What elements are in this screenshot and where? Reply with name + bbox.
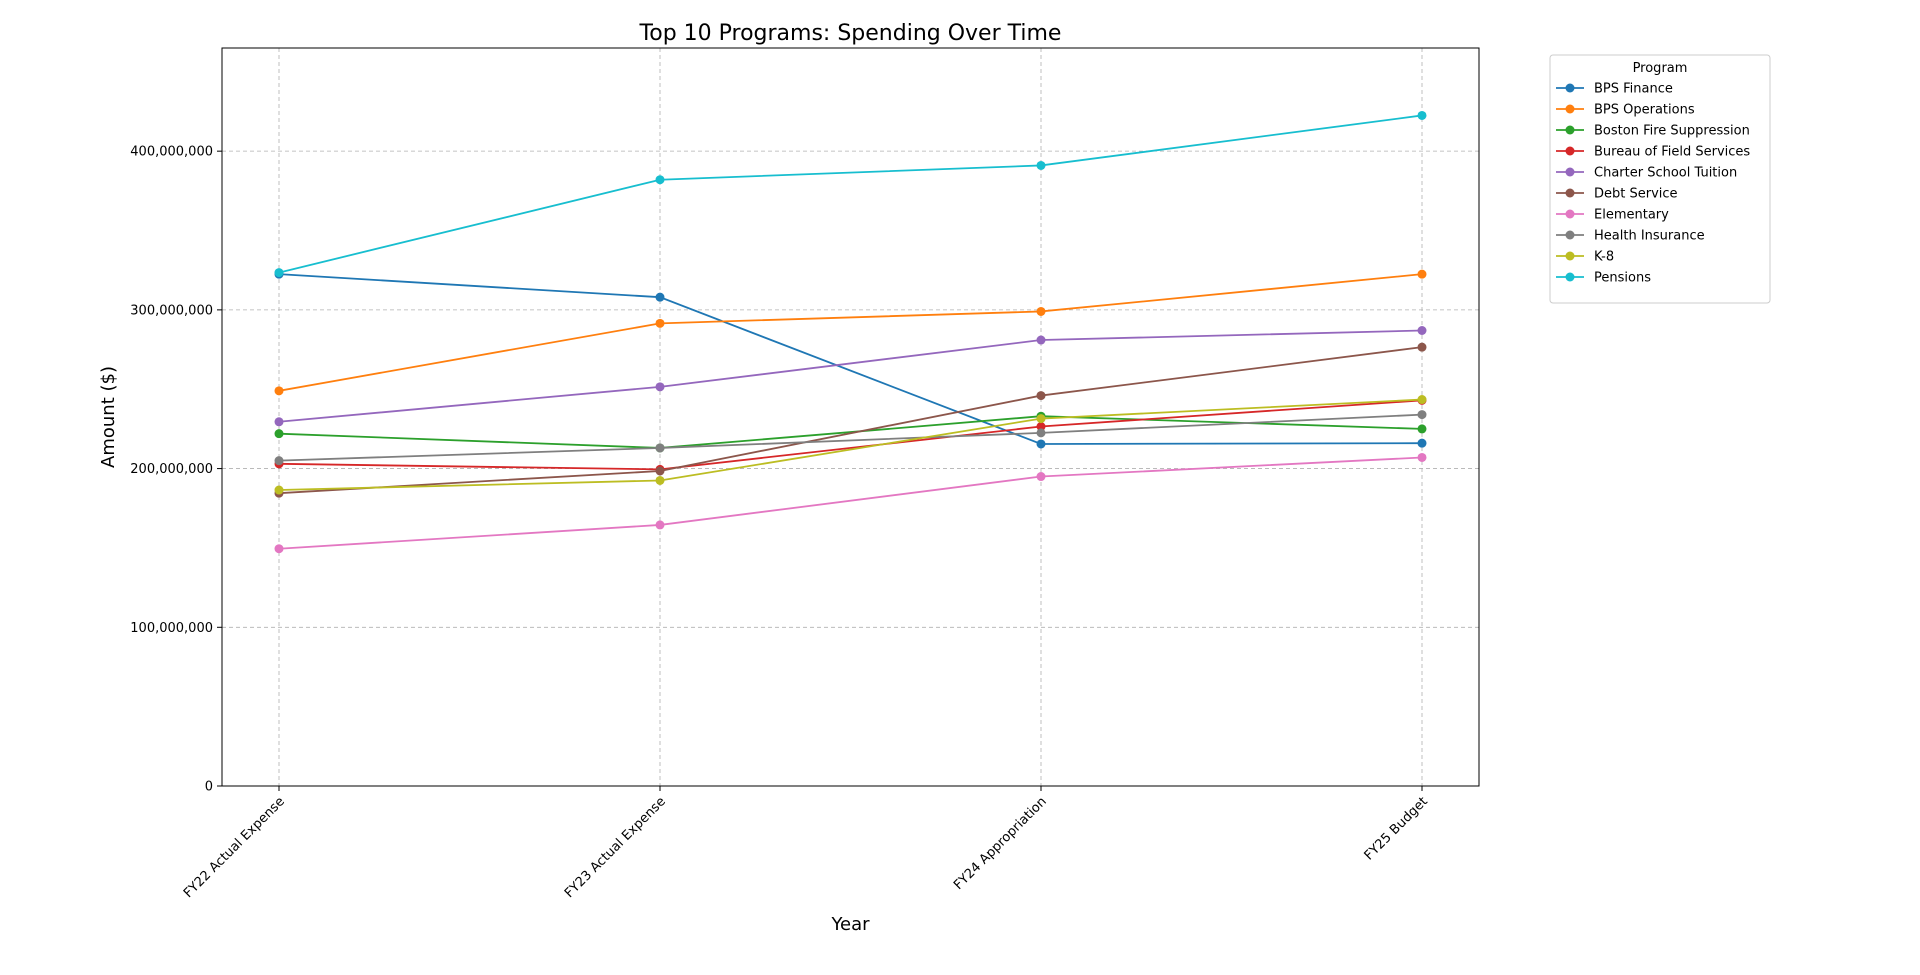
legend-label: Boston Fire Suppression — [1594, 124, 1750, 139]
y-tick-label: 0 — [205, 780, 213, 795]
legend-label: Charter School Tuition — [1594, 166, 1737, 181]
data-point-health-insurance — [1417, 410, 1427, 420]
legend-item-pensions: Pensions — [1556, 271, 1651, 286]
data-point-bps-operations — [1036, 306, 1046, 316]
data-point-bps-finance — [655, 292, 665, 302]
data-point-bureau-of-field-services — [1036, 422, 1046, 432]
data-point-charter-school-tuition — [1417, 326, 1427, 336]
legend-item-elementary: Elementary — [1556, 208, 1669, 223]
series-health-insurance — [274, 410, 1427, 466]
legend-item-charter-school-tuition: Charter School Tuition — [1556, 166, 1737, 181]
data-point-debt-service — [1417, 342, 1427, 352]
data-point-bps-operations — [274, 386, 284, 396]
data-point-charter-school-tuition — [274, 417, 284, 427]
legend-label: BPS Finance — [1594, 82, 1673, 97]
series-line-boston-fire-suppression — [278, 415, 1423, 449]
series-line-health-insurance — [278, 413, 1423, 462]
legend-swatch-marker — [1565, 188, 1575, 198]
y-tick-label: 200,000,000 — [130, 462, 213, 477]
chart-title: Top 10 Programs: Spending Over Time — [639, 21, 1062, 46]
legend-title: Program — [1633, 61, 1688, 76]
legend-label: Debt Service — [1594, 187, 1678, 202]
legend-label: Pensions — [1594, 271, 1651, 286]
series-elementary — [274, 452, 1427, 554]
series-line-k-8 — [278, 398, 1423, 491]
y-tick-label: 400,000,000 — [130, 145, 213, 160]
data-point-k-8 — [1036, 414, 1046, 424]
legend-item-bps-operations: BPS Operations — [1556, 103, 1695, 118]
legend-label: Elementary — [1594, 208, 1669, 223]
x-axis-title: Year — [830, 914, 870, 935]
series-line-debt-service — [278, 346, 1423, 495]
legend-item-boston-fire-suppression: Boston Fire Suppression — [1556, 124, 1750, 139]
data-point-debt-service — [1036, 391, 1046, 401]
legend-item-debt-service: Debt Service — [1556, 187, 1678, 202]
data-point-charter-school-tuition — [655, 382, 665, 392]
legend-item-bps-finance: BPS Finance — [1556, 82, 1673, 97]
series-lines — [274, 110, 1427, 554]
legend-box — [1549, 54, 1771, 304]
data-point-elementary — [655, 520, 665, 530]
legend-label: Bureau of Field Services — [1594, 145, 1750, 160]
data-point-boston-fire-suppression — [1417, 424, 1427, 434]
series-line-bps-finance — [278, 273, 1423, 445]
data-point-pensions — [655, 175, 665, 185]
series-bps-operations — [274, 269, 1427, 396]
grid-lines — [222, 48, 1479, 786]
data-point-boston-fire-suppression — [274, 429, 284, 439]
data-point-k-8 — [1417, 395, 1427, 405]
series-line-charter-school-tuition — [278, 329, 1423, 423]
series-k-8 — [274, 395, 1427, 495]
legend-swatch-marker — [1565, 167, 1575, 177]
data-point-pensions — [274, 268, 284, 278]
legend-swatch-marker — [1565, 83, 1575, 93]
plot-frame — [221, 47, 1480, 787]
legend: Program BPS Finance BPS Operations Boston … — [1549, 54, 1771, 304]
legend-item-health-insurance: Health Insurance — [1556, 229, 1705, 244]
series-line-bureau-of-field-services — [278, 399, 1423, 471]
series-pensions — [274, 110, 1427, 278]
legend-label: Health Insurance — [1594, 229, 1705, 244]
y-tick-label: 100,000,000 — [130, 621, 213, 636]
data-point-health-insurance — [655, 443, 665, 453]
data-point-k-8 — [655, 475, 665, 485]
legend-label: K-8 — [1594, 250, 1614, 265]
legend-swatch-marker — [1565, 209, 1575, 219]
legend-swatch-marker — [1565, 272, 1575, 282]
data-point-charter-school-tuition — [1036, 335, 1046, 345]
series-line-bps-operations — [278, 273, 1423, 392]
legend-swatch-marker — [1565, 251, 1575, 261]
data-point-bps-operations — [1417, 269, 1427, 279]
series-debt-service — [274, 342, 1427, 498]
data-point-bps-operations — [655, 318, 665, 328]
legend-label: BPS Operations — [1594, 103, 1695, 118]
series-charter-school-tuition — [274, 326, 1427, 427]
legend-swatch-marker — [1565, 230, 1575, 240]
legend-item-bureau-of-field-services: Bureau of Field Services — [1556, 145, 1750, 160]
data-point-bps-finance — [1036, 439, 1046, 449]
data-point-bps-finance — [1417, 438, 1427, 448]
data-point-k-8 — [274, 485, 284, 495]
data-point-health-insurance — [1036, 428, 1046, 438]
data-point-pensions — [1036, 160, 1046, 170]
y-tick-label: 300,000,000 — [130, 303, 213, 318]
data-point-elementary — [1036, 472, 1046, 482]
legend-item-k-8: K-8 — [1556, 250, 1614, 265]
series-line-elementary — [278, 456, 1423, 550]
data-point-health-insurance — [274, 456, 284, 466]
legend-items: BPS Finance BPS Operations Boston Fire Sup… — [1556, 82, 1750, 286]
legend-swatch-marker — [1565, 146, 1575, 156]
data-point-elementary — [1417, 452, 1427, 462]
legend-swatch-marker — [1565, 104, 1575, 114]
legend-swatch-marker — [1565, 125, 1575, 135]
data-point-pensions — [1417, 110, 1427, 120]
data-point-debt-service — [655, 466, 665, 476]
series-line-pensions — [278, 114, 1423, 274]
y-axis-title: Amount ($) — [98, 366, 119, 468]
data-point-elementary — [274, 544, 284, 554]
